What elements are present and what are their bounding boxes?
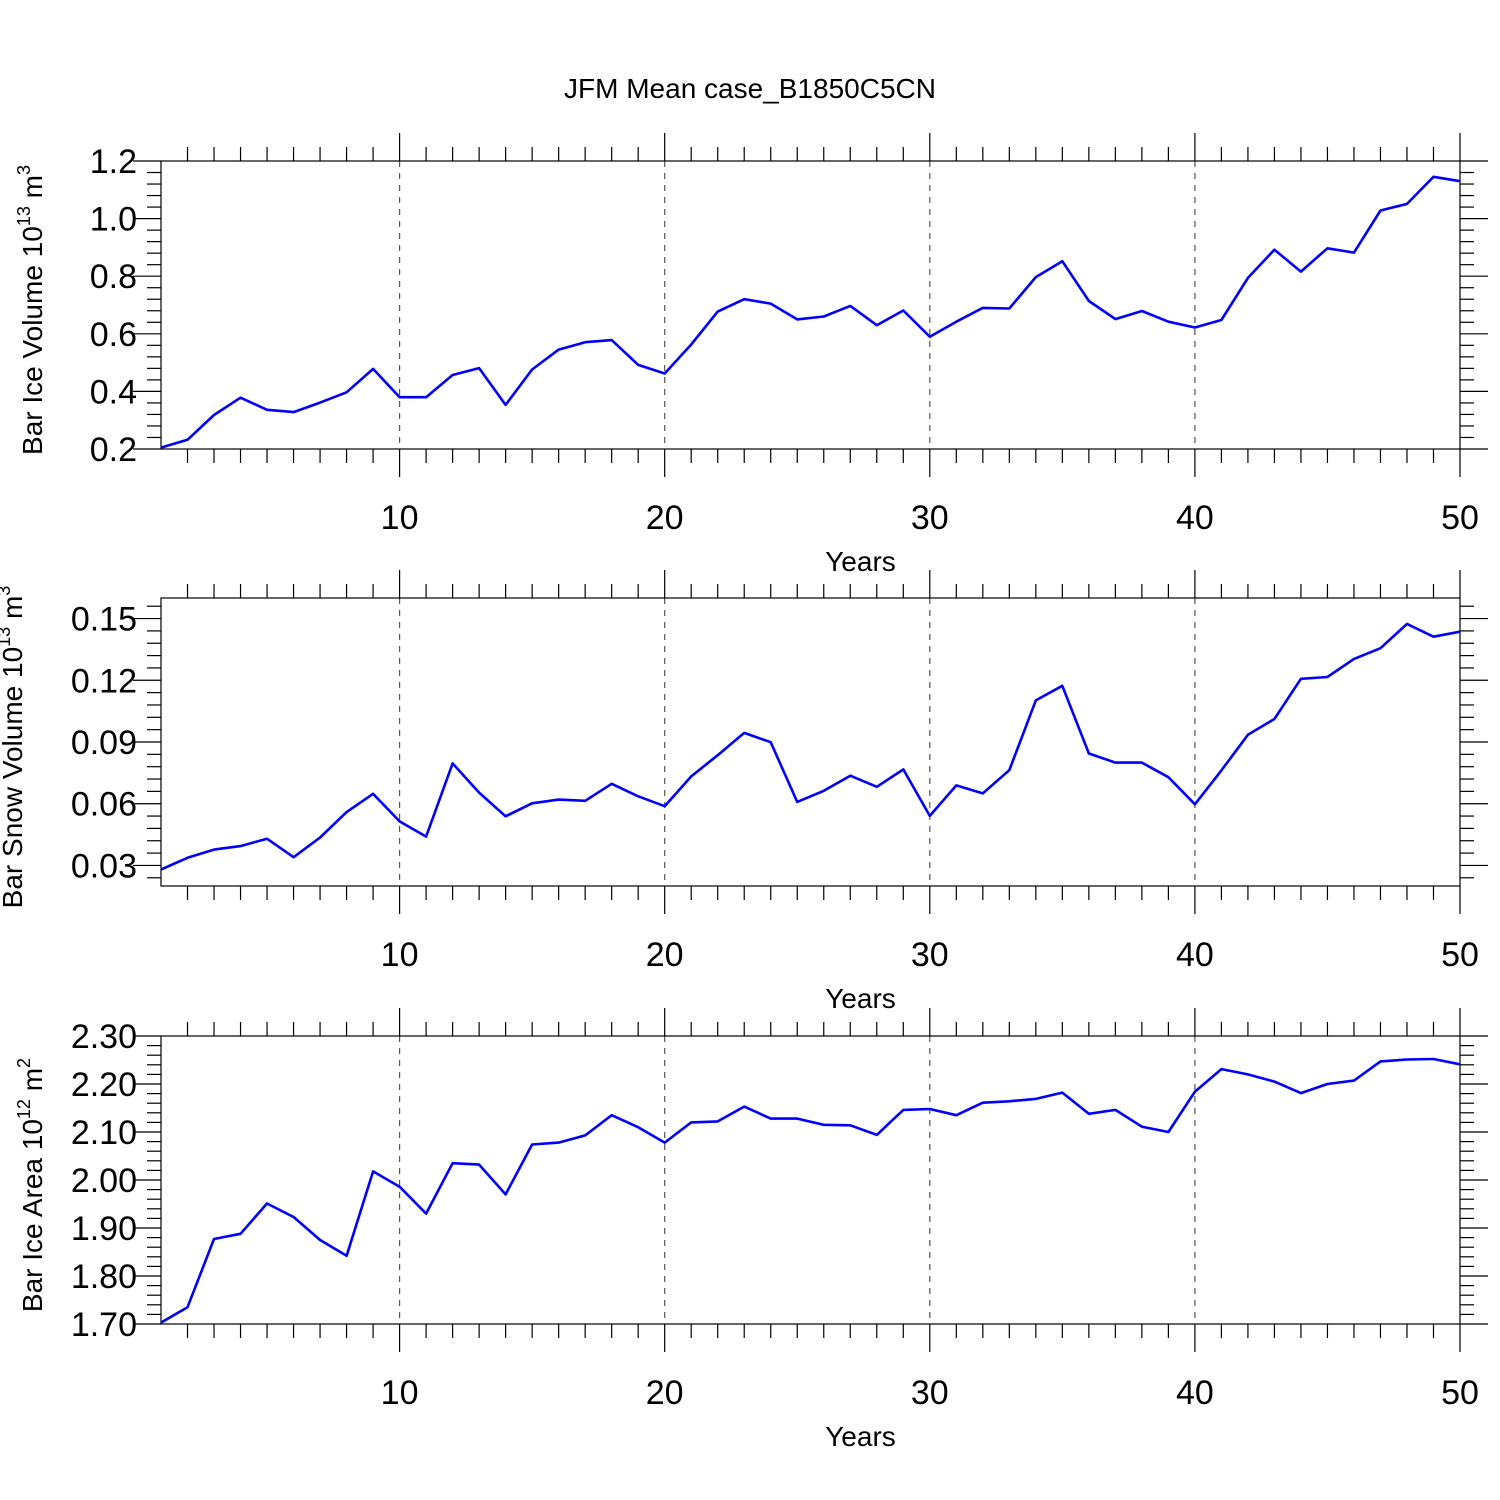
y-axis-label-exponent: 12 (14, 1099, 34, 1119)
y-tick-label: 2.00 (71, 1162, 137, 1200)
y-tick-label: 2.30 (71, 1018, 137, 1056)
x-tick-label: 20 (646, 1374, 684, 1412)
y-axis-label-unit-exponent: 3 (0, 586, 14, 596)
y-axis-label-text: Bar Snow Volume 10 (0, 647, 28, 909)
plot-frame (160, 160, 1461, 450)
y-axis-label-unit-exponent: 3 (14, 165, 34, 175)
x-tick-label: 50 (1441, 499, 1479, 537)
y-tick-label: 1.80 (71, 1258, 137, 1296)
x-tick-label: 30 (911, 1374, 949, 1412)
y-axis-label-exponent: 13 (0, 627, 14, 647)
y-tick-label: 2.10 (71, 1114, 137, 1152)
y-axis-label-exponent: 13 (14, 206, 34, 226)
series-line-snow-volume (160, 622, 1461, 871)
x-tick-label: 30 (911, 499, 949, 537)
y-tick-label: 0.09 (71, 724, 137, 762)
x-tick-label: 10 (381, 1374, 419, 1412)
y-axis-label-text: Bar Ice Volume 10 (17, 226, 48, 455)
x-tick-label: 10 (381, 936, 419, 974)
panel-snow-volume: 0.03 0.06 0.09 0.12 0.15 10 20 30 40 50 Years Bar S… (0, 570, 1488, 1014)
series-line-ice-volume (160, 175, 1461, 449)
x-tick-label: 50 (1441, 1374, 1479, 1412)
y-tick-label: 1.0 (90, 201, 137, 239)
y-tick-label: 1.70 (71, 1306, 137, 1344)
y-tick-label: 0.4 (90, 373, 137, 411)
y-axis-label-unit-exponent: 2 (14, 1058, 34, 1068)
y-axis-label-unit: m (17, 175, 48, 206)
y-axis-label-unit: m (17, 1068, 48, 1099)
x-tick-label: 40 (1176, 936, 1214, 974)
x-tick-label: 20 (646, 936, 684, 974)
y-axis-label-text: Bar Ice Area 10 (17, 1119, 48, 1312)
x-tick-label: 40 (1176, 1374, 1214, 1412)
x-tick-label: 40 (1176, 499, 1214, 537)
y-axis-label: Bar Snow Volume 1013 m3 (0, 586, 28, 909)
series-line-ice-area (160, 1057, 1461, 1324)
x-tick-label: 50 (1441, 936, 1479, 974)
x-axis-label: Years (825, 546, 896, 577)
y-tick-label: 0.6 (90, 316, 137, 354)
y-tick-label: 0.8 (90, 258, 137, 296)
plot-frame (160, 597, 1461, 887)
y-axis-label-unit: m (0, 596, 28, 627)
y-axis-label: Bar Ice Area 1012 m2 (14, 1058, 48, 1312)
x-tick-label: 30 (911, 936, 949, 974)
y-axis-label: Bar Ice Volume 1013 m3 (14, 165, 48, 455)
x-tick-label: 10 (381, 499, 419, 537)
y-tick-label: 2.20 (71, 1066, 137, 1104)
x-axis-label: Years (825, 983, 896, 1014)
figure-title: JFM Mean case_B1850C5CN (564, 73, 936, 104)
panel-ice-area: 1.70 1.80 1.90 2.00 2.10 2.20 2.30 10 20 30 40 50 Ye… (14, 1008, 1488, 1452)
x-axis-label: Years (825, 1421, 896, 1452)
y-tick-label: 0.06 (71, 786, 137, 824)
y-tick-label: 1.2 (90, 143, 137, 181)
panels: 0.2 0.4 0.6 0.8 1.0 1.2 10 20 30 40 50 Years Bar Ice… (0, 133, 1488, 1452)
y-tick-label: 0.15 (71, 601, 137, 639)
panel-ice-volume: 0.2 0.4 0.6 0.8 1.0 1.2 10 20 30 40 50 Years Bar Ice… (14, 133, 1488, 577)
y-tick-label: 1.90 (71, 1210, 137, 1248)
y-tick-label: 0.03 (71, 847, 137, 885)
y-tick-label: 0.12 (71, 662, 137, 700)
y-tick-label: 0.2 (90, 431, 137, 469)
x-tick-label: 20 (646, 499, 684, 537)
